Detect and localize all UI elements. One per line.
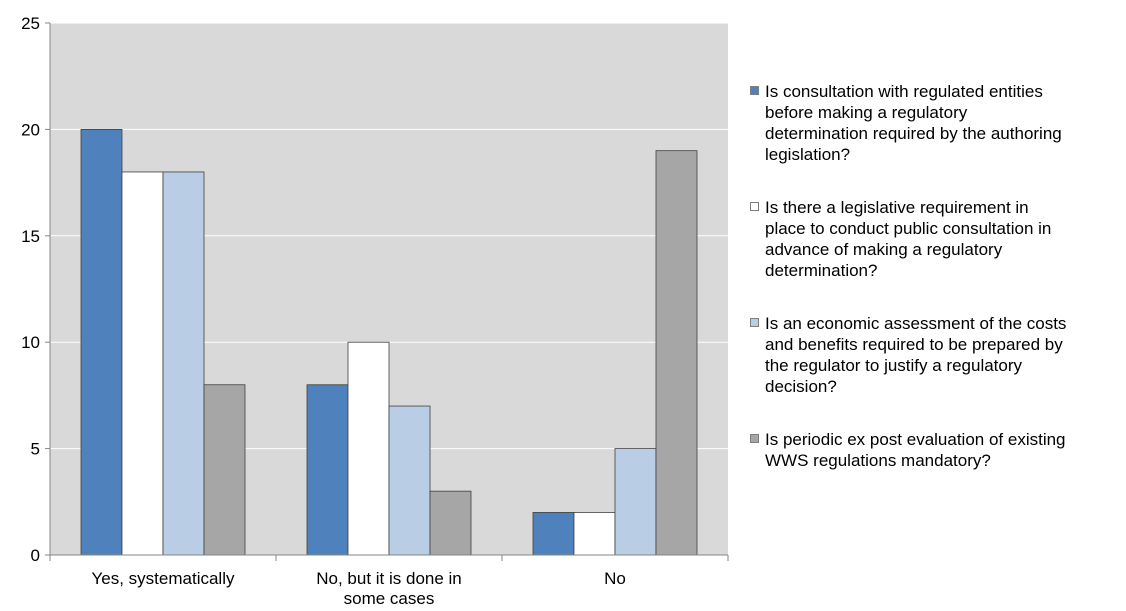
legend-label: WWS regulations mandatory? — [765, 451, 991, 470]
chart-legend: Is consultation with regulated entities b… — [750, 81, 1120, 503]
bar-series-1-0 — [80, 128, 123, 556]
y-tick-label: 0 — [31, 546, 40, 565]
legend-swatch — [750, 86, 759, 95]
bar-series-2-1 — [347, 341, 390, 556]
legend-label: legislation? — [765, 145, 851, 164]
legend-label: determination? — [765, 261, 878, 280]
legend-label: determination required by the authoring — [765, 124, 1062, 143]
legend-swatch — [750, 318, 759, 327]
bar-series-4-2 — [655, 150, 698, 556]
legend-label: Is an economic assessment of the costs — [765, 314, 1067, 333]
bar-series-4-0 — [203, 384, 246, 556]
y-tick-label: 10 — [21, 333, 40, 352]
y-tick-label: 25 — [21, 14, 40, 33]
bar-series-1-2 — [532, 512, 575, 556]
bar-series-2-0 — [121, 171, 164, 556]
legend-item-1: Is consultation with regulated entities b… — [750, 81, 1120, 165]
legend-item-4: Is periodic ex post evaluation of existi… — [750, 429, 1120, 471]
bar-series-3-1 — [388, 405, 431, 556]
legend-label: decision? — [765, 377, 837, 396]
legend-label: place to conduct public consultation in — [765, 219, 1052, 238]
legend-label: the regulator to justify a regulatory — [765, 356, 1023, 375]
legend-label: and benefits required to be prepared by — [765, 335, 1063, 354]
legend-item-2: Is there a legislative requirement in pla… — [750, 197, 1120, 281]
y-tick-label: 15 — [21, 227, 40, 246]
legend-label: advance of making a regulatory — [765, 240, 1003, 259]
x-tick-label: Yes, systematically — [92, 569, 235, 588]
x-tick-label: No — [604, 569, 626, 588]
bar-series-3-0 — [162, 171, 205, 556]
bar-series-1-1 — [306, 384, 349, 556]
legend-swatch — [750, 434, 759, 443]
y-tick-label: 20 — [21, 120, 40, 139]
legend-label: before making a regulatory — [765, 103, 968, 122]
x-tick-label: No, but it is done in — [316, 569, 462, 588]
bar-series-4-1 — [429, 490, 472, 556]
x-tick-label: some cases — [344, 589, 435, 608]
legend-label: Is consultation with regulated entities — [765, 82, 1043, 101]
legend-swatch — [750, 202, 759, 211]
legend-label: Is there a legislative requirement in — [765, 198, 1029, 217]
y-tick-label: 5 — [31, 440, 40, 459]
bar-series-3-2 — [614, 448, 657, 556]
legend-item-3: Is an economic assessment of the costs an… — [750, 313, 1120, 397]
legend-label: Is periodic ex post evaluation of existi… — [765, 430, 1066, 449]
bar-series-2-2 — [573, 512, 616, 556]
